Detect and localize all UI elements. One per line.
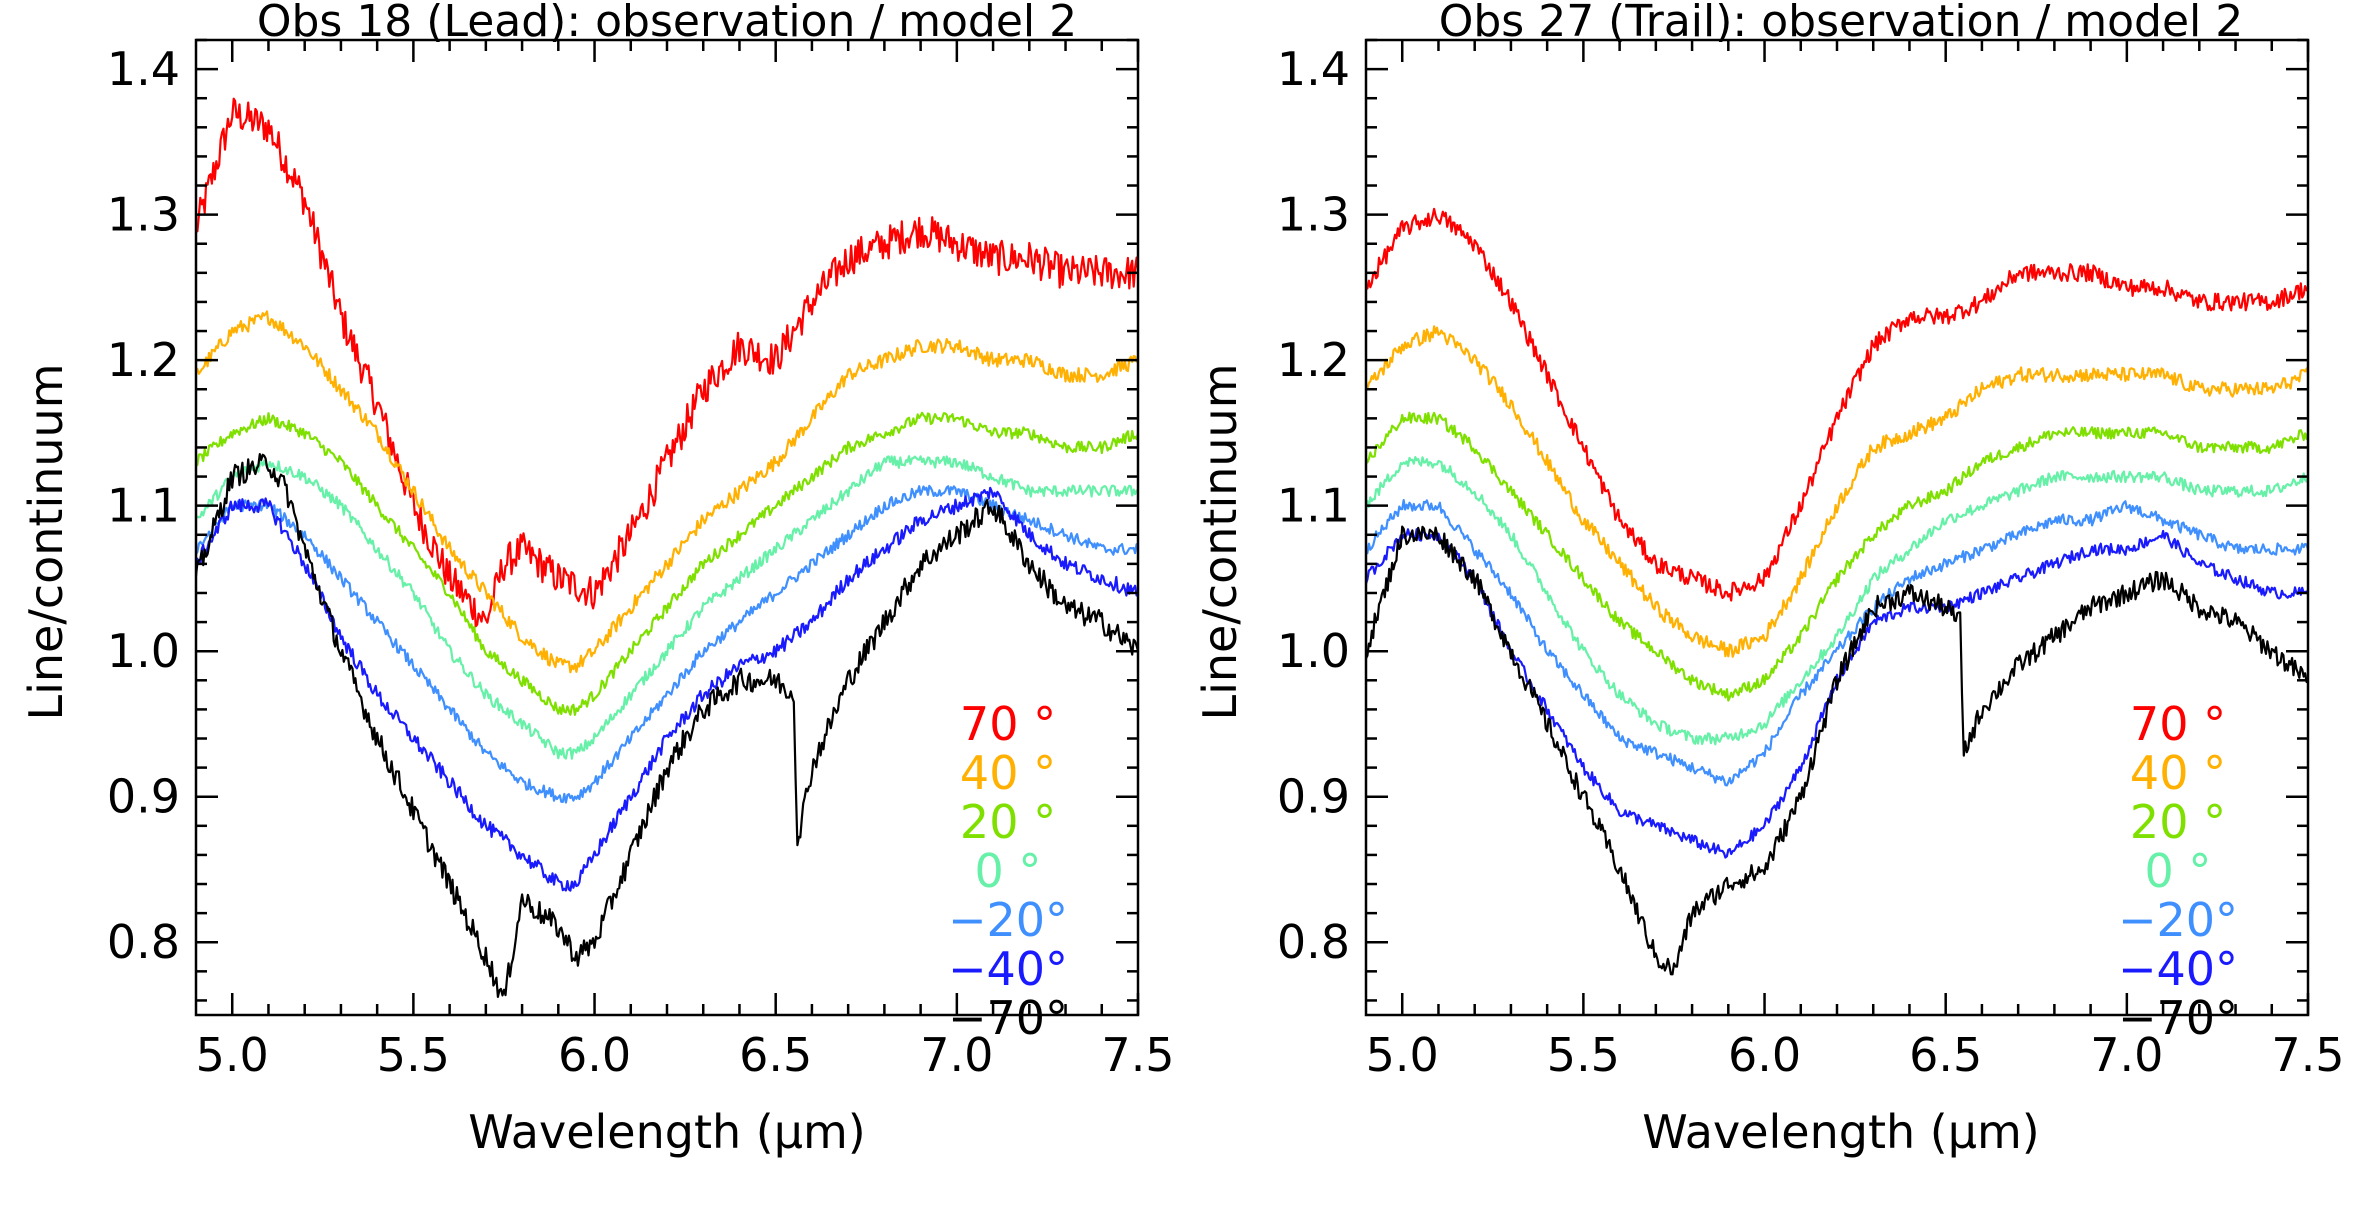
x-axis-label: Wavelength (μm) <box>468 1105 865 1159</box>
y-tick-label: 1.0 <box>1277 624 1350 678</box>
series-line-3 <box>1366 456 2308 746</box>
x-tick-label: 7.5 <box>2271 1028 2344 1082</box>
series-line-6 <box>196 453 1138 999</box>
legend: 70 °40 °20 °0 °−20°−40°−70° <box>2118 697 2238 1045</box>
x-tick-label: 5.5 <box>1547 1028 1620 1082</box>
x-tick-label: 6.0 <box>558 1028 631 1082</box>
series-line-0 <box>196 97 1138 628</box>
y-tick-label: 0.9 <box>1277 770 1350 824</box>
panel-obs18: Obs 18 (Lead): observation / model 2 Wav… <box>19 0 1175 1159</box>
legend-item: 0 ° <box>975 844 1042 898</box>
y-tick-label: 1.2 <box>1277 333 1350 387</box>
y-tick-label: 0.8 <box>1277 915 1350 969</box>
y-tick-label: 1.3 <box>107 188 180 242</box>
legend: 70 °40 °20 °0 °−20°−40°−70° <box>948 697 1068 1045</box>
legend-item: −20° <box>948 893 1068 947</box>
y-tick-label: 1.0 <box>107 624 180 678</box>
y-tick-label: 1.1 <box>107 479 180 533</box>
x-tick-label: 6.0 <box>1728 1028 1801 1082</box>
y-tick-label: 0.8 <box>107 915 180 969</box>
series-line-6 <box>1366 525 2308 976</box>
legend-item: 20 ° <box>2130 795 2226 849</box>
y-tick-label: 1.4 <box>107 42 180 96</box>
y-axis-label: Line/continuum <box>19 363 73 720</box>
series-line-1 <box>196 310 1138 674</box>
x-tick-label: 6.5 <box>1909 1028 1982 1082</box>
legend-item: −70° <box>2118 991 2238 1045</box>
legend-item: 20 ° <box>960 795 1056 849</box>
legend-item: 40 ° <box>960 746 1056 800</box>
y-tick-label: 1.4 <box>1277 42 1350 96</box>
legend-item: 70 ° <box>960 697 1056 751</box>
series-line-3 <box>196 455 1138 760</box>
y-tick-label: 1.3 <box>1277 188 1350 242</box>
legend-item: −20° <box>2118 893 2238 947</box>
y-tick-label: 1.2 <box>107 333 180 387</box>
series-line-5 <box>1366 527 2308 859</box>
series-line-2 <box>196 411 1138 716</box>
legend-item: −40° <box>2118 942 2238 996</box>
x-tick-label: 5.5 <box>377 1028 450 1082</box>
y-tick-label: 1.1 <box>1277 479 1350 533</box>
x-axis-label: Wavelength (μm) <box>1642 1105 2039 1159</box>
x-tick-label: 5.0 <box>1366 1028 1439 1082</box>
y-axis-label: Line/continuum <box>1193 363 1247 720</box>
series-line-0 <box>1366 207 2308 602</box>
legend-item: 70 ° <box>2130 697 2226 751</box>
x-tick-label: 6.5 <box>739 1028 812 1082</box>
panel-obs27: Obs 27 (Trail): observation / model 2 Wa… <box>1193 0 2345 1159</box>
series-group <box>196 97 1138 999</box>
series-line-2 <box>1366 411 2308 702</box>
legend-item: 40 ° <box>2130 746 2226 800</box>
series-line-1 <box>1366 325 2308 658</box>
y-tick-label: 0.9 <box>107 770 180 824</box>
legend-item: −70° <box>948 991 1068 1045</box>
legend-item: 0 ° <box>2145 844 2212 898</box>
series-line-4 <box>1366 499 2308 787</box>
x-tick-label: 7.5 <box>1101 1028 1174 1082</box>
series-group <box>1366 207 2308 976</box>
legend-item: −40° <box>948 942 1068 996</box>
x-tick-label: 5.0 <box>196 1028 269 1082</box>
series-line-5 <box>196 486 1138 892</box>
x-tick-label: 7.0 <box>920 1028 993 1082</box>
x-tick-label: 7.0 <box>2090 1028 2163 1082</box>
